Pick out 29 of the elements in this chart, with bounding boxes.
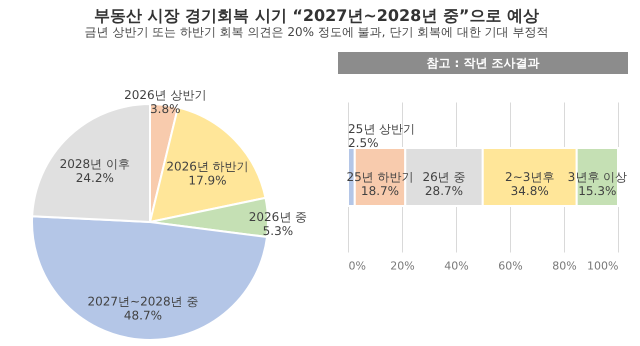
slice-label: 2026년 중: [248, 210, 308, 224]
slice-label: 2026년 하반기: [166, 159, 249, 174]
data-label: 5.3%: [262, 224, 294, 238]
data-label: 2.5%: [348, 136, 378, 150]
chart-subtitle: 금년 상반기 또는 하반기 회복 의견은 20% 정도에 불과, 단기 회복에 대한 기대 부정적: [84, 25, 549, 39]
series-label: 26년 중: [422, 170, 466, 184]
chart-title: 참고 : 작년 조사결과: [426, 56, 540, 70]
x-tick-label: 20%: [390, 260, 415, 272]
x-tick-label: 40%: [444, 260, 469, 272]
data-label: 24.2%: [76, 171, 114, 186]
slice-label: 2027년~2028년 중: [87, 294, 198, 309]
series-label: 25년 하반기: [346, 170, 414, 184]
data-label: 34.8%: [510, 184, 549, 198]
x-tick-label: 0%: [348, 260, 366, 272]
series-label: 25년 상반기: [348, 122, 416, 136]
chart-title: 부동산 시장 경기회복 시기 “2027년~2028년 중”으로 예상: [94, 6, 539, 25]
data-label: 28.7%: [424, 184, 464, 198]
data-label: 15.3%: [578, 184, 616, 198]
data-label: 3.8%: [150, 102, 181, 116]
x-tick-label: 60%: [498, 260, 523, 272]
series-label: 2~3년후: [505, 170, 554, 184]
slice-label: 2028년 이후: [60, 157, 130, 172]
slice-label: 2026년 상반기: [124, 88, 206, 102]
series-label: 3년후 이상: [568, 170, 628, 184]
x-tick-label: 80%: [552, 260, 577, 272]
data-label: 48.7%: [124, 308, 162, 323]
data-label: 18.7%: [360, 184, 400, 198]
data-label: 17.9%: [188, 173, 227, 188]
x-tick-label: 100%: [587, 260, 618, 272]
